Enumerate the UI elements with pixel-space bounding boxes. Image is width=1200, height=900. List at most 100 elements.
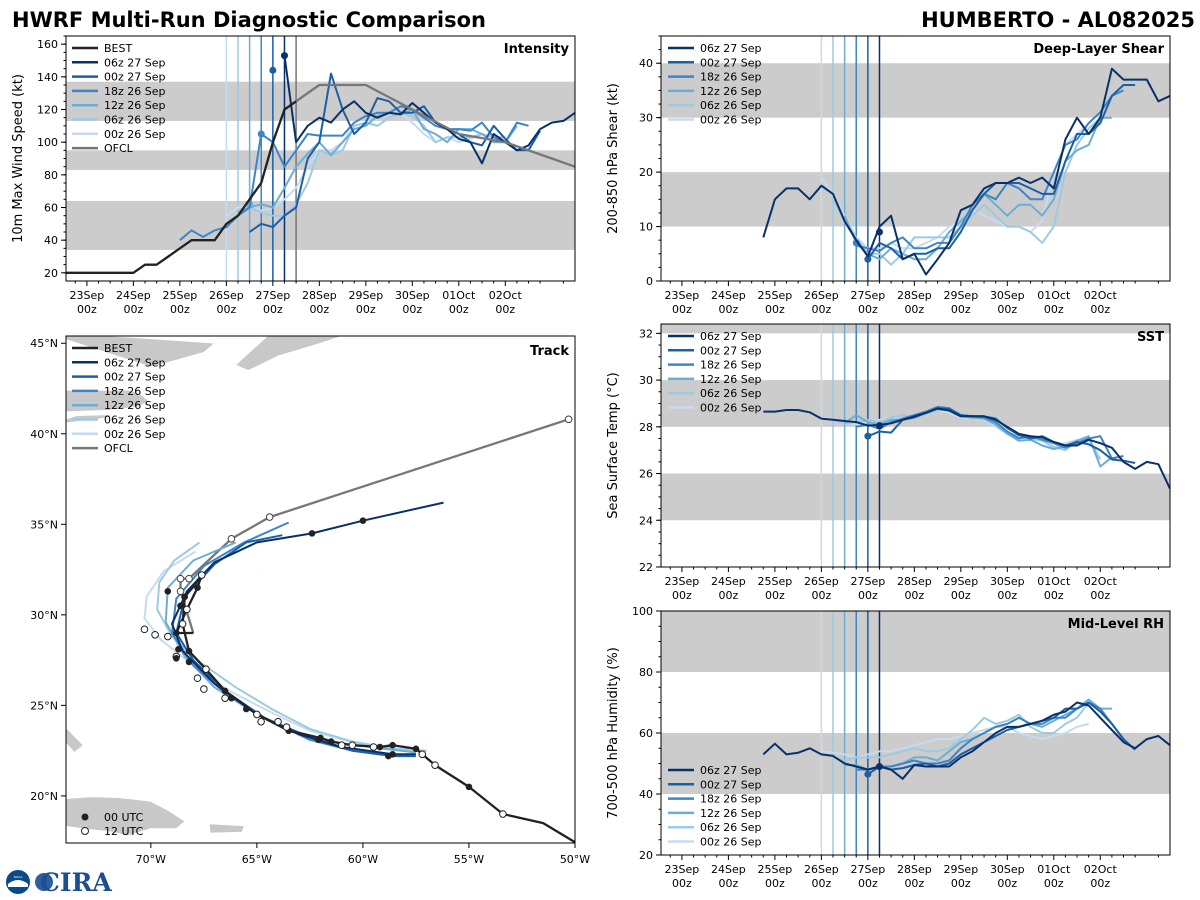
x-tick-label: 30Sep <box>990 863 1025 876</box>
x-tick-label: 26Sep <box>804 289 839 302</box>
series-line-00z-27-sep <box>249 72 541 233</box>
legend-label: 06z 26 Sep <box>104 414 166 427</box>
threshold-band <box>66 200 575 250</box>
panel-shear: 01020304023Sep00z24Sep00z25Sep00z26Sep00… <box>606 35 1171 316</box>
x-tick-label: 00z <box>811 303 831 316</box>
panel-sst: 22242628303223Sep00z24Sep00z25Sep00z26Se… <box>606 323 1171 602</box>
x-tick-label: 00z <box>1090 877 1110 890</box>
legend-label: 06z 26 Sep <box>104 114 166 127</box>
legend-filled-marker <box>81 813 89 821</box>
x-tick-label: 24Sep <box>116 289 151 302</box>
x-tick-label: 01Oct <box>1037 863 1071 876</box>
x-tick-label: 00z <box>449 303 469 316</box>
panel-title: Intensity <box>504 42 570 57</box>
best-00utc-marker <box>185 647 193 655</box>
cira-logo-text: CIRA <box>40 868 112 897</box>
legend-label: 12z 26 Sep <box>700 807 762 820</box>
y-tick-label: 80 <box>639 666 653 679</box>
x-tick-label: 23Sep <box>70 289 105 302</box>
best-12utc-marker <box>183 605 191 614</box>
y-tick-label: 22 <box>639 561 653 574</box>
threshold-band <box>661 63 1170 118</box>
x-tick-label: 00z <box>495 303 515 316</box>
legend-label: 00z 27 Sep <box>700 56 762 69</box>
y-axis-label: 200-850 hPa Shear (kt) <box>606 83 621 234</box>
x-tick-label: 00z <box>811 589 831 602</box>
forecast-00utc-marker <box>172 655 180 662</box>
x-tick-label: 27Sep <box>255 289 290 302</box>
legend-label: 00z 26 Sep <box>700 114 762 127</box>
y-tick-label: 80 <box>44 169 58 182</box>
x-tick-label: 00z <box>672 589 692 602</box>
legend-label: 12 UTC <box>104 825 144 838</box>
legend-label: 18z 26 Sep <box>700 793 762 806</box>
series-marker <box>257 130 265 138</box>
x-tick-label: 00z <box>904 303 924 316</box>
series-line-best <box>66 100 297 274</box>
x-tick-label: 00z <box>858 877 878 890</box>
x-tick-label: 00z <box>1044 303 1064 316</box>
x-tick-label: 02Oct <box>489 289 523 302</box>
y-tick-label: 100 <box>37 136 58 149</box>
y-axis-label: 10m Max Wind Speed (kt) <box>11 74 26 243</box>
x-tick-label: 00z <box>170 303 190 316</box>
x-tick-label: 23Sep <box>665 289 700 302</box>
y-tick-label: 24 <box>639 514 653 527</box>
forecast-12utc-marker <box>337 741 346 750</box>
lon-tick-label: 65°W <box>242 853 272 866</box>
forecast-12utc-marker <box>221 694 229 702</box>
x-tick-label: 00z <box>997 303 1017 316</box>
series-marker <box>875 228 883 236</box>
x-tick-label: 00z <box>811 877 831 890</box>
y-tick-label: 60 <box>44 202 58 215</box>
x-tick-label: 00z <box>904 877 924 890</box>
x-tick-label: 00z <box>951 877 971 890</box>
ofcl-marker <box>564 415 573 424</box>
forecast-12utc-marker <box>274 717 282 726</box>
x-tick-label: 23Sep <box>665 863 700 876</box>
figure-title-left: HWRF Multi-Run Diagnostic Comparison <box>12 8 486 32</box>
lat-tick-label: 25°N <box>30 699 58 712</box>
x-tick-label: 26Sep <box>804 863 839 876</box>
lon-tick-label: 55°W <box>454 853 484 866</box>
y-tick-label: 20 <box>639 166 653 179</box>
panel-rh: 2040608010023Sep00z24Sep00z25Sep00z26Sep… <box>606 605 1171 890</box>
legend-label: 06z 27 Sep <box>700 764 762 777</box>
puerto-rico-land <box>208 823 245 834</box>
forecast-12utc-marker <box>282 723 291 731</box>
x-tick-label: 00z <box>997 589 1017 602</box>
threshold-band <box>66 81 575 121</box>
x-tick-label: 29Sep <box>943 575 978 588</box>
legend-label: 00z 26 Sep <box>104 128 166 141</box>
legend-label: BEST <box>104 42 132 55</box>
threshold-band <box>66 150 575 170</box>
plot-area <box>661 36 1170 281</box>
x-tick-label: 30Sep <box>990 289 1025 302</box>
x-tick-label: 29Sep <box>943 289 978 302</box>
x-tick-label: 00z <box>402 303 422 316</box>
x-tick-label: 00z <box>904 589 924 602</box>
series-marker <box>269 66 277 74</box>
series-line-06z-27-sep <box>762 67 1170 276</box>
x-tick-label: 00z <box>1044 589 1064 602</box>
x-tick-label: 28Sep <box>897 863 932 876</box>
legend-label: 18z 26 Sep <box>700 359 762 372</box>
forecast-00utc-marker <box>228 694 235 702</box>
legend-label: 12z 26 Sep <box>104 99 166 112</box>
nova-scotia-land <box>235 336 344 371</box>
y-tick-label: 28 <box>639 421 653 434</box>
bermuda-land <box>259 571 265 575</box>
threshold-band <box>661 172 1170 227</box>
series-marker <box>875 763 883 771</box>
forecast-12utc-marker <box>193 674 202 683</box>
x-tick-label: 00z <box>1090 589 1110 602</box>
x-tick-label: 25Sep <box>758 863 793 876</box>
y-tick-label: 32 <box>639 327 653 340</box>
x-tick-label: 00z <box>765 877 785 890</box>
plot-area <box>661 324 1170 567</box>
y-axis-label: Sea Surface Temp (°C) <box>606 372 621 519</box>
best-12utc-marker <box>253 710 261 719</box>
x-tick-label: 00z <box>356 303 376 316</box>
x-tick-label: 24Sep <box>711 575 746 588</box>
